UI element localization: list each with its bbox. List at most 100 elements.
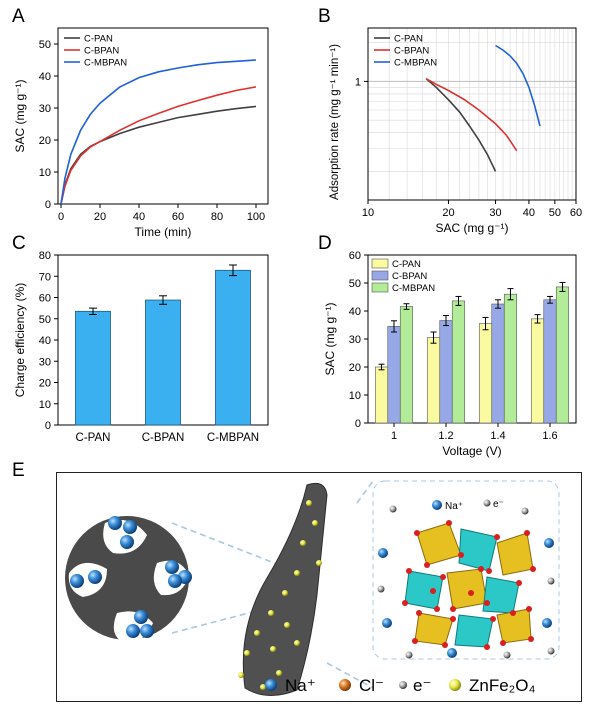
panel-label-e: E — [12, 460, 25, 481]
legend-swatch — [371, 270, 389, 281]
legend-label: C-PAN — [392, 259, 421, 270]
x-tick-label: 100 — [247, 211, 265, 223]
y-tick-label: 50 — [39, 39, 51, 51]
y-tick-label: 30 — [39, 356, 51, 368]
x-axis-label: SAC (mg g⁻¹) — [435, 221, 508, 235]
schematic-illustration: Na⁺ e⁻ Na⁺ Cl⁻ e⁻ ZnFe₂O₄ — [65, 480, 560, 696]
panel-label-a: A — [12, 6, 25, 27]
y-tick-label: 40 — [349, 306, 361, 318]
series-line-c-bpan — [425, 78, 518, 152]
x-tick-label: C-BPAN — [142, 432, 185, 444]
legend-swatch — [371, 282, 389, 293]
chart-a-sac-vs-time: 0 20 40 60 80 100 0 10 20 30 40 50 Time (min) SAC (mg… — [13, 27, 269, 239]
bar-c-mbpan — [215, 269, 251, 426]
bar-c-bpan — [543, 299, 557, 424]
x-axis-label: Time (min) — [135, 225, 192, 239]
legend-znfe2o4-label: ZnFe₂O₄ — [469, 676, 536, 695]
y-tick-label: 40 — [39, 335, 51, 347]
legend-label: C-BPAN — [392, 271, 427, 282]
series-line-c-mbpan — [495, 44, 541, 127]
series-line-c-bpan — [60, 86, 257, 205]
legend-e-label: e⁻ — [413, 676, 431, 695]
x-tick-label: 20 — [442, 207, 454, 219]
x-tick-label: 40 — [133, 211, 145, 223]
x-tick-label: C-MBPAN — [207, 432, 259, 444]
electron-icon — [399, 681, 407, 689]
x-tick-label: 50 — [549, 207, 561, 219]
x-tick-label: 0 — [58, 211, 64, 223]
y-tick-label: 60 — [349, 250, 361, 262]
x-axis-label: Voltage (V) — [442, 444, 501, 458]
panel-label-d: D — [318, 233, 332, 254]
y-tick-label: 20 — [349, 362, 361, 374]
cl-ion-icon — [339, 679, 351, 691]
legend-swatch — [371, 258, 389, 269]
panel-label-c: C — [12, 233, 26, 254]
crystal-structure-box: Na⁺ e⁻ — [372, 480, 560, 660]
series-line-c-pan — [425, 78, 497, 172]
y-tick-label: 30 — [349, 334, 361, 346]
y-tick-label: 10 — [39, 399, 51, 411]
x-tick-label: 60 — [570, 207, 582, 219]
legend-cl-label: Cl⁻ — [359, 676, 384, 695]
bar-c-pan — [478, 323, 493, 424]
x-tick-label: C-PAN — [76, 432, 111, 444]
bar-c-pan — [75, 310, 111, 426]
series-line-c-pan — [60, 105, 257, 205]
x-tick-label: 1.2 — [438, 430, 453, 442]
x-tick-label: 80 — [211, 211, 223, 223]
y-tick-label: 50 — [39, 314, 51, 326]
bar-c-pan — [530, 318, 545, 424]
chart-b-rate-vs-sac: 10 20 30 40 50 60 1 SAC (mg g⁻¹) Adsorption rate… — [329, 27, 582, 235]
crystal-e-label: e⁻ — [493, 499, 504, 510]
bar-c-mbpan — [399, 306, 414, 424]
bar-c-bpan — [439, 320, 453, 424]
chart-c-charge-efficiency: 0 10 20 30 40 50 60 70 80 Charge efficiency (%) C-… — [13, 250, 269, 444]
znfe2o4-lattice — [402, 520, 536, 650]
y-axis-label: SAC (mg g⁻¹) — [13, 79, 27, 152]
x-tick-label: 20 — [94, 211, 106, 223]
na-ion-cluster — [70, 516, 192, 638]
x-tick-label: 40 — [523, 207, 535, 219]
x-tick-label: 30 — [489, 207, 501, 219]
y-tick-label: 30 — [39, 103, 51, 115]
plot-frame — [57, 27, 269, 205]
na-ion-icon — [265, 679, 277, 691]
porous-carbon-disk — [65, 516, 192, 642]
legend-label: C-BPAN — [84, 46, 119, 57]
legend-label: C-BPAN — [394, 46, 429, 57]
bar-c-mbpan — [451, 300, 466, 424]
y-tick-label: 1 — [355, 76, 361, 88]
y-tick-label: 70 — [39, 271, 51, 283]
legend-label: C-PAN — [394, 34, 423, 45]
bar-c-pan — [374, 366, 389, 424]
x-tick-label: 1.6 — [542, 430, 557, 442]
y-tick-label: 50 — [349, 278, 361, 290]
legend-label: C-MBPAN — [392, 283, 435, 294]
y-tick-label: 0 — [45, 420, 51, 432]
bar-c-mbpan — [555, 286, 570, 424]
bar-c-bpan — [491, 303, 505, 424]
bar-c-pan — [426, 337, 441, 424]
plot-frame — [367, 27, 577, 201]
chart-d-sac-vs-voltage: 0 10 20 30 40 50 60 Voltage (V) SAC (mg g⁻¹) 1 1.2… — [323, 250, 577, 458]
y-tick-label: 0 — [45, 199, 51, 211]
x-tick-label: 10 — [362, 207, 374, 219]
legend-label: C-MBPAN — [394, 58, 437, 69]
y-tick-label: 20 — [39, 378, 51, 390]
y-tick-label: 60 — [39, 293, 51, 305]
x-tick-label: 60 — [172, 211, 184, 223]
ions-around-crystal — [377, 499, 555, 659]
panel-label-b: B — [318, 6, 331, 27]
bar-c-bpan — [145, 299, 181, 426]
bar-c-mbpan — [503, 293, 518, 424]
y-tick-label: 80 — [39, 250, 51, 262]
carbon-fiber — [238, 482, 328, 696]
znfe2o4-icon — [449, 679, 461, 691]
y-axis-label: Adsorption rate (mg g⁻¹ min⁻¹) — [329, 44, 341, 200]
series-line-c-mbpan — [60, 59, 257, 205]
legend-label: C-PAN — [84, 34, 113, 45]
x-tick-label: 1.4 — [490, 430, 505, 442]
y-axis-label: Charge efficiency (%) — [13, 283, 27, 398]
